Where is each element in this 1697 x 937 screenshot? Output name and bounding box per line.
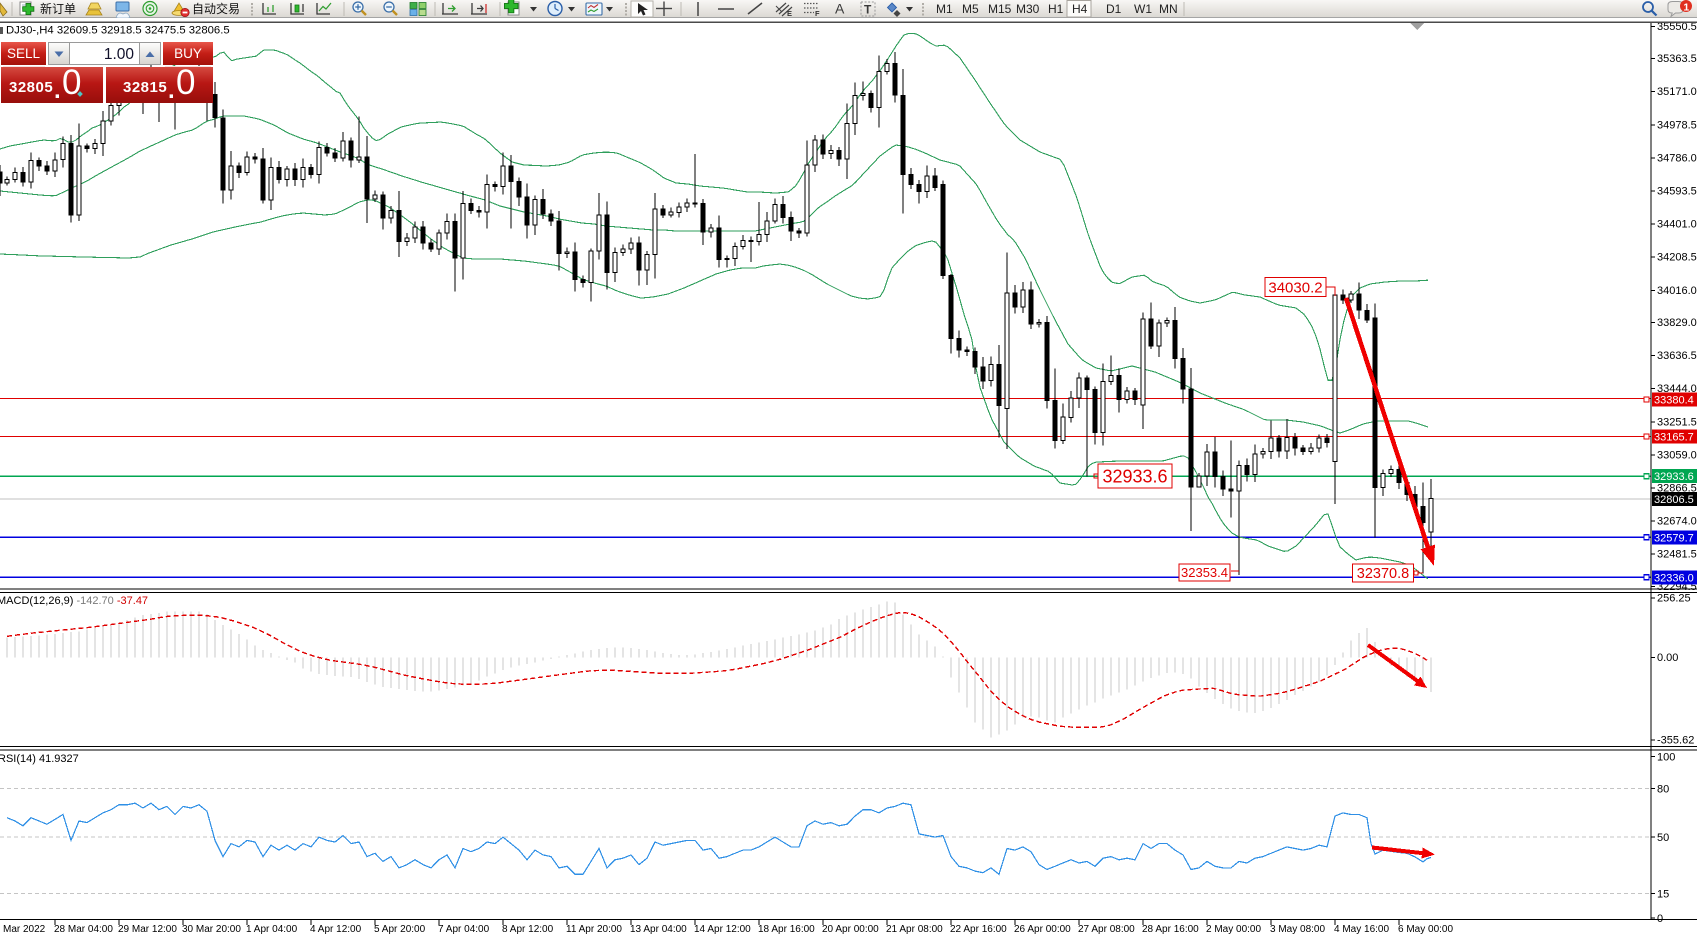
- svg-text:33165.7: 33165.7: [1654, 432, 1694, 444]
- svg-text:MACD(12,26,9) -142.70 -37.47: MACD(12,26,9) -142.70 -37.47: [0, 595, 148, 607]
- svg-text:33829.0: 33829.0: [1657, 317, 1697, 329]
- svg-text:50: 50: [1657, 832, 1669, 844]
- svg-text:30 Mar 20:00: 30 Mar 20:00: [182, 924, 241, 935]
- svg-text:21 Apr 08:00: 21 Apr 08:00: [886, 924, 943, 935]
- svg-text:34401.0: 34401.0: [1657, 219, 1697, 231]
- svg-text:33380.4: 33380.4: [1654, 395, 1694, 407]
- svg-text:5 Apr 20:00: 5 Apr 20:00: [374, 924, 426, 935]
- svg-text:6 May 00:00: 6 May 00:00: [1398, 924, 1453, 935]
- svg-text:80: 80: [1657, 784, 1669, 796]
- svg-text:33251.5: 33251.5: [1657, 416, 1697, 428]
- svg-text:33059.0: 33059.0: [1657, 449, 1697, 461]
- svg-text:7 Apr 04:00: 7 Apr 04:00: [438, 924, 490, 935]
- svg-text:Mar 2022: Mar 2022: [3, 924, 46, 935]
- svg-text:M5: M5: [962, 2, 979, 16]
- svg-text:4 Apr 12:00: 4 Apr 12:00: [310, 924, 362, 935]
- svg-text:D1: D1: [1106, 2, 1122, 16]
- svg-text:32370.8: 32370.8: [1357, 566, 1409, 582]
- svg-text:H4: H4: [1072, 2, 1088, 16]
- svg-text:27 Apr 08:00: 27 Apr 08:00: [1078, 924, 1135, 935]
- svg-text:33636.5: 33636.5: [1657, 350, 1697, 362]
- svg-text:22 Apr 16:00: 22 Apr 16:00: [950, 924, 1007, 935]
- svg-text:H1: H1: [1048, 2, 1064, 16]
- svg-text:MN: MN: [1159, 2, 1178, 16]
- svg-text:34208.5: 34208.5: [1657, 252, 1697, 264]
- svg-text:自动交易: 自动交易: [192, 1, 240, 16]
- svg-text:0: 0: [1657, 913, 1663, 925]
- svg-text:32579.7: 32579.7: [1654, 532, 1694, 544]
- svg-text:28 Apr 16:00: 28 Apr 16:00: [1142, 924, 1199, 935]
- svg-text:T: T: [864, 3, 872, 17]
- svg-text:34016.0: 34016.0: [1657, 285, 1697, 297]
- svg-text:29 Mar 12:00: 29 Mar 12:00: [118, 924, 177, 935]
- svg-text:32481.5: 32481.5: [1657, 549, 1697, 561]
- svg-text:18 Apr 16:00: 18 Apr 16:00: [758, 924, 815, 935]
- svg-text:34978.5: 34978.5: [1657, 119, 1697, 131]
- svg-text:11 Apr 20:00: 11 Apr 20:00: [566, 924, 622, 935]
- svg-text:M1: M1: [936, 2, 953, 16]
- svg-text:3 May 08:00: 3 May 08:00: [1270, 924, 1325, 935]
- svg-text:新订单: 新订单: [40, 1, 76, 16]
- svg-text:100: 100: [1657, 751, 1675, 763]
- svg-text:A: A: [835, 1, 845, 17]
- svg-text:32353.4: 32353.4: [1181, 565, 1228, 580]
- svg-text:1: 1: [1683, 2, 1689, 14]
- svg-text:2 May 00:00: 2 May 00:00: [1206, 924, 1261, 935]
- svg-text:26 Apr 00:00: 26 Apr 00:00: [1014, 924, 1071, 935]
- svg-text:-355.62: -355.62: [1657, 734, 1694, 746]
- svg-text:34786.0: 34786.0: [1657, 152, 1697, 164]
- svg-text:32336.0: 32336.0: [1654, 572, 1694, 584]
- svg-text:32674.0: 32674.0: [1657, 516, 1697, 528]
- svg-text:34030.2: 34030.2: [1268, 279, 1322, 296]
- svg-text:35363.5: 35363.5: [1657, 53, 1697, 65]
- svg-text:35171.0: 35171.0: [1657, 86, 1697, 98]
- svg-text:RSI(14) 41.9327: RSI(14) 41.9327: [0, 753, 79, 765]
- svg-text:8 Apr 12:00: 8 Apr 12:00: [502, 924, 554, 935]
- svg-text:256.25: 256.25: [1657, 593, 1691, 605]
- svg-text:33444.0: 33444.0: [1657, 383, 1697, 395]
- svg-text:32806.5: 32806.5: [1654, 494, 1694, 506]
- svg-text:F: F: [815, 9, 820, 18]
- svg-text:W1: W1: [1134, 2, 1152, 16]
- svg-text:0.00: 0.00: [1657, 652, 1678, 664]
- svg-text:34593.5: 34593.5: [1657, 186, 1697, 198]
- svg-text:20 Apr 00:00: 20 Apr 00:00: [822, 924, 879, 935]
- svg-text:35550.5: 35550.5: [1657, 21, 1697, 33]
- svg-text:DJ30-,H4 32609.5 32918.5 3247: DJ30-,H4 32609.5 32918.5 32475.5 32806.5: [6, 25, 230, 37]
- svg-text:15: 15: [1657, 889, 1669, 901]
- svg-text:4 May 16:00: 4 May 16:00: [1334, 924, 1389, 935]
- svg-text:28 Mar 04:00: 28 Mar 04:00: [54, 924, 113, 935]
- svg-text:13 Apr 04:00: 13 Apr 04:00: [630, 924, 687, 935]
- svg-text:14 Apr 12:00: 14 Apr 12:00: [694, 924, 751, 935]
- svg-text:M15: M15: [988, 2, 1012, 16]
- svg-text:M30: M30: [1016, 2, 1040, 16]
- svg-text:32933.6: 32933.6: [1102, 466, 1167, 486]
- svg-text:32933.6: 32933.6: [1654, 471, 1694, 483]
- svg-text:1 Apr 04:00: 1 Apr 04:00: [246, 924, 298, 935]
- svg-text:32866.5: 32866.5: [1657, 483, 1697, 495]
- svg-text:E: E: [787, 9, 792, 18]
